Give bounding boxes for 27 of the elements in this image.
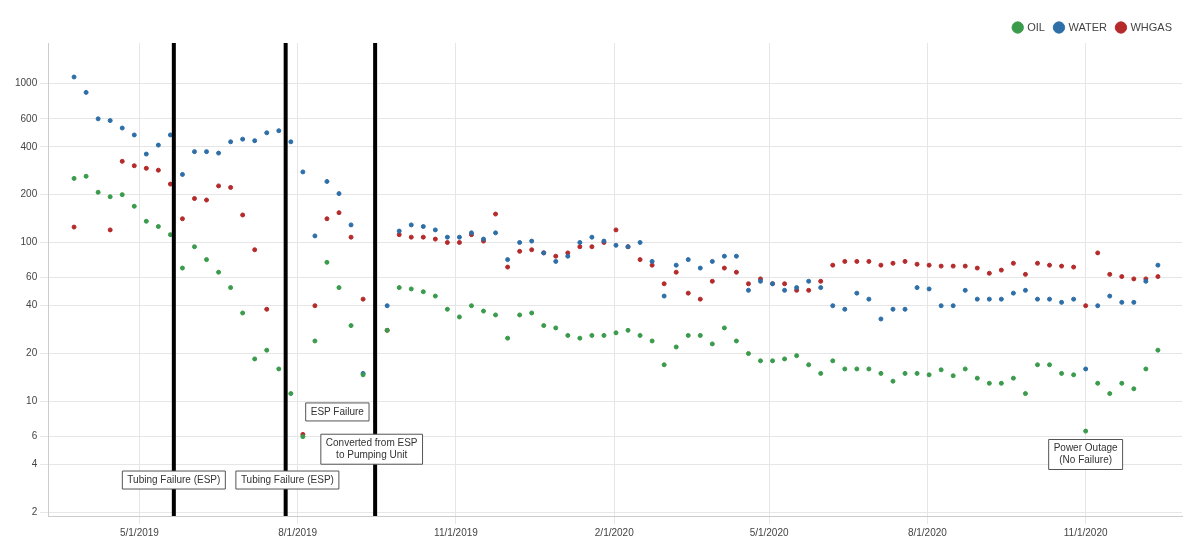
x-tick-label: 11/1/2020: [1063, 526, 1108, 538]
annotation: Tubing Failure (ESP): [127, 473, 221, 485]
y-tick-label: 4: [31, 458, 38, 470]
annotation: Tubing Failure (ESP): [240, 473, 334, 485]
legend-label: WATER: [1068, 20, 1107, 33]
y-tick-label: 600: [20, 112, 38, 124]
x-tick-label: 8/1/2020: [907, 526, 948, 538]
y-tick-label: 2: [31, 506, 38, 518]
y-tick-label: 10: [26, 395, 38, 407]
y-tick-label: 200: [20, 188, 38, 200]
x-tick-label: 5/1/2019: [119, 526, 160, 538]
legend-label: OIL: [1027, 20, 1045, 33]
annotation: Power Outage (No Failure): [1053, 442, 1119, 466]
y-tick-label: 60: [26, 271, 38, 283]
annotation: ESP Failure: [310, 405, 365, 417]
y-tick-label: 40: [26, 299, 38, 311]
annotation: Converted from ESP to Pumping Unit: [325, 436, 418, 460]
y-tick-label: 6: [31, 430, 38, 442]
legend-label: WHGAS: [1130, 20, 1173, 33]
y-tick-label: 400: [20, 140, 38, 152]
y-tick-label: 1000: [15, 77, 38, 89]
x-tick-label: 5/1/2020: [749, 526, 789, 538]
x-tick-label: 2/1/2020: [594, 526, 635, 538]
x-tick-label: 8/1/2019: [278, 526, 318, 538]
x-tick-label: 11/1/2019: [434, 526, 479, 538]
y-tick-label: 20: [26, 347, 38, 359]
y-tick-label: 100: [20, 236, 38, 248]
